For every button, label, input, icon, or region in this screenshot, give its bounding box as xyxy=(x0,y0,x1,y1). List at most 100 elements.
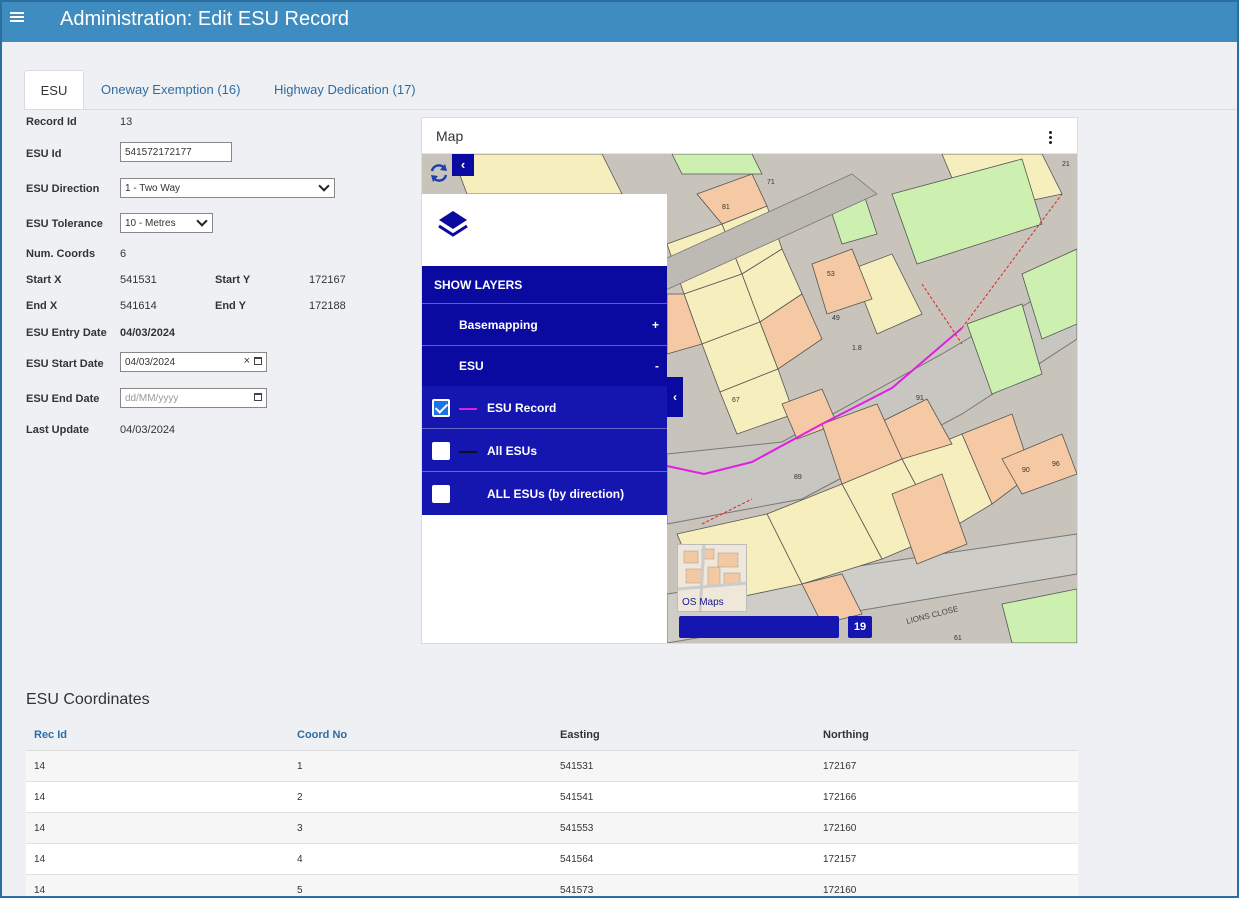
esu-tolerance-value: 10 - Metres xyxy=(125,218,176,229)
start-date-input[interactable]: 04/03/2024 × xyxy=(120,352,267,372)
house-number: 90 xyxy=(1022,467,1030,474)
page-title: Administration: Edit ESU Record xyxy=(60,8,350,30)
esu-direction-value: 1 - Two Way xyxy=(125,183,181,194)
layer-checkbox[interactable] xyxy=(432,484,450,503)
layer-item-label: ALL ESUs (by direction) xyxy=(487,486,625,501)
layer-checkbox[interactable] xyxy=(432,441,450,460)
house-number: 53 xyxy=(827,271,835,278)
cell-rec-id: 14 xyxy=(34,854,46,865)
esu-id-input[interactable]: 541572172177 xyxy=(120,142,232,162)
house-number: 96 xyxy=(1052,461,1060,468)
num-coords-value: 6 xyxy=(120,248,127,260)
cell-northing: 172160 xyxy=(823,885,857,896)
start-date-label: ESU Start Date xyxy=(26,358,104,370)
layer-group-esu[interactable]: ESU - xyxy=(422,346,667,386)
last-update-value: 04/03/2024 xyxy=(120,424,176,436)
chevron-down-icon xyxy=(318,180,330,192)
tab-divider xyxy=(24,109,1237,110)
column-header-coord-no[interactable]: Coord No xyxy=(297,729,348,741)
record-id-value: 13 xyxy=(120,116,133,128)
end-x-value: 541614 xyxy=(120,300,157,312)
cell-easting: 541541 xyxy=(560,792,594,803)
cell-coord-no: 1 xyxy=(297,761,303,772)
house-number: 81 xyxy=(722,204,730,211)
calendar-icon[interactable] xyxy=(254,357,262,365)
table-row[interactable]: 14 3 541553 172160 xyxy=(26,813,1078,844)
layer-checkbox[interactable] xyxy=(432,398,450,417)
column-header-rec-id[interactable]: Rec Id xyxy=(34,729,68,741)
cell-rec-id: 14 xyxy=(34,792,46,803)
show-layers-header: SHOW LAYERS xyxy=(422,266,667,304)
end-date-input[interactable]: dd/MM/yyyy xyxy=(120,388,267,408)
house-number: 67 xyxy=(732,397,740,404)
table-row[interactable]: 14 5 541573 172160 xyxy=(26,875,1078,896)
last-update-label: Last Update xyxy=(26,424,89,436)
cell-easting: 541531 xyxy=(560,761,594,772)
map-title: Map xyxy=(436,128,464,144)
layer-item-all-esus[interactable]: All ESUs xyxy=(422,429,667,472)
layer-group-basemapping[interactable]: Basemapping + xyxy=(422,304,667,346)
house-number: 89 xyxy=(794,474,802,481)
layer-item-label: ESU Record xyxy=(487,400,557,415)
esu-direction-select[interactable]: 1 - Two Way xyxy=(120,178,335,198)
end-x-label: End X xyxy=(26,300,58,312)
start-date-value: 04/03/2024 xyxy=(125,357,176,368)
cell-northing: 172157 xyxy=(823,854,857,865)
map-panel: Map xyxy=(421,117,1078,644)
tab-esu[interactable]: ESU xyxy=(24,70,84,110)
esu-tolerance-label: ESU Tolerance xyxy=(26,218,103,230)
tab-oneway-exemption[interactable]: Oneway Exemption (16) xyxy=(101,82,241,97)
top-bar: Administration: Edit ESU Record xyxy=(2,2,1237,42)
start-y-value: 172167 xyxy=(309,274,346,286)
layers-panel: SHOW LAYERS Basemapping + ESU - ESU Reco… xyxy=(422,194,667,643)
layer-item-all-esus-by-direction[interactable]: ALL ESUs (by direction) xyxy=(422,472,667,515)
refresh-icon[interactable] xyxy=(428,162,450,184)
column-header-northing: Northing xyxy=(823,729,869,741)
cell-easting: 541573 xyxy=(560,885,594,896)
table-row[interactable]: 14 1 541531 172167 xyxy=(26,751,1078,782)
esu-tolerance-select[interactable]: 10 - Metres xyxy=(120,213,213,233)
entry-date-label: ESU Entry Date xyxy=(26,327,107,339)
map-header: Map xyxy=(422,118,1077,154)
layer-group-label: ESU xyxy=(459,359,484,373)
clear-icon[interactable]: × xyxy=(243,355,250,367)
more-options-icon[interactable] xyxy=(1049,131,1053,146)
cell-coord-no: 3 xyxy=(297,823,303,834)
coordinates-title: ESU Coordinates xyxy=(26,691,150,708)
cell-coord-no: 2 xyxy=(297,792,303,803)
expand-icon: + xyxy=(651,318,659,332)
cell-rec-id: 14 xyxy=(34,885,46,896)
menu-icon[interactable] xyxy=(10,10,24,24)
thumbnail-label: OS Maps xyxy=(682,597,724,608)
chevron-left-icon[interactable]: ‹ xyxy=(452,154,474,176)
cell-coord-no: 5 xyxy=(297,885,303,896)
cell-northing: 172166 xyxy=(823,792,857,803)
panel-toggle-icon[interactable]: ‹ xyxy=(667,377,683,417)
map-view[interactable]: 81 71 53 49 1.8 67 91 89 90 96 61 21 LIO… xyxy=(422,154,1077,643)
layer-item-label: All ESUs xyxy=(487,443,538,458)
house-number: 91 xyxy=(916,395,924,402)
house-number: 49 xyxy=(832,315,840,322)
esu-id-label: ESU Id xyxy=(26,148,62,160)
zoom-level-badge: 19 xyxy=(848,616,872,638)
layer-item-esu-record[interactable]: ESU Record xyxy=(422,386,667,429)
end-y-label: End Y xyxy=(215,300,246,312)
tab-highway-dedication[interactable]: Highway Dedication (17) xyxy=(274,82,416,97)
end-date-label: ESU End Date xyxy=(26,393,100,405)
calendar-icon[interactable] xyxy=(254,393,262,401)
end-date-placeholder: dd/MM/yyyy xyxy=(125,393,179,404)
table-row[interactable]: 14 2 541541 172166 xyxy=(26,782,1078,813)
show-layers-label: SHOW LAYERS xyxy=(434,278,523,292)
entry-date-value: 04/03/2024 xyxy=(120,327,176,339)
cell-northing: 172160 xyxy=(823,823,857,834)
basemap-thumbnail[interactable]: OS Maps xyxy=(677,544,747,612)
start-x-label: Start X xyxy=(26,274,62,286)
column-header-easting: Easting xyxy=(560,729,600,741)
cell-rec-id: 14 xyxy=(34,823,46,834)
layers-icon xyxy=(436,208,470,242)
chevron-down-icon xyxy=(196,215,208,227)
cell-northing: 172167 xyxy=(823,761,857,772)
line-swatch xyxy=(459,450,477,453)
table-row[interactable]: 14 4 541564 172157 xyxy=(26,844,1078,875)
